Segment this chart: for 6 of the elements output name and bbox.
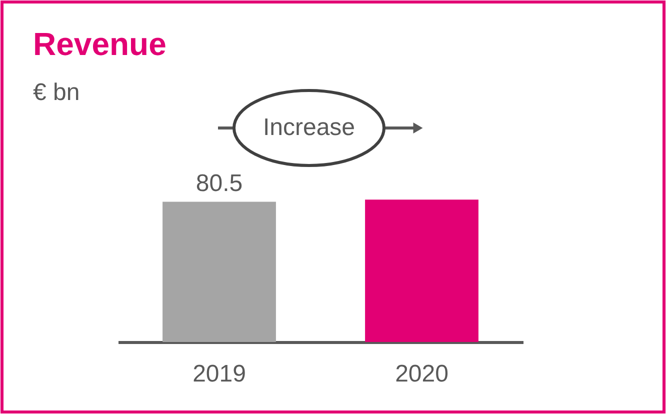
x-tick-label: 2020: [395, 360, 448, 388]
x-tick-label: 2019: [192, 360, 246, 388]
chart-title: Revenue: [33, 26, 166, 62]
chart-subtitle: € bn: [33, 79, 80, 106]
data-label: 80.5: [196, 170, 243, 197]
text: Increase: [262, 114, 356, 141]
